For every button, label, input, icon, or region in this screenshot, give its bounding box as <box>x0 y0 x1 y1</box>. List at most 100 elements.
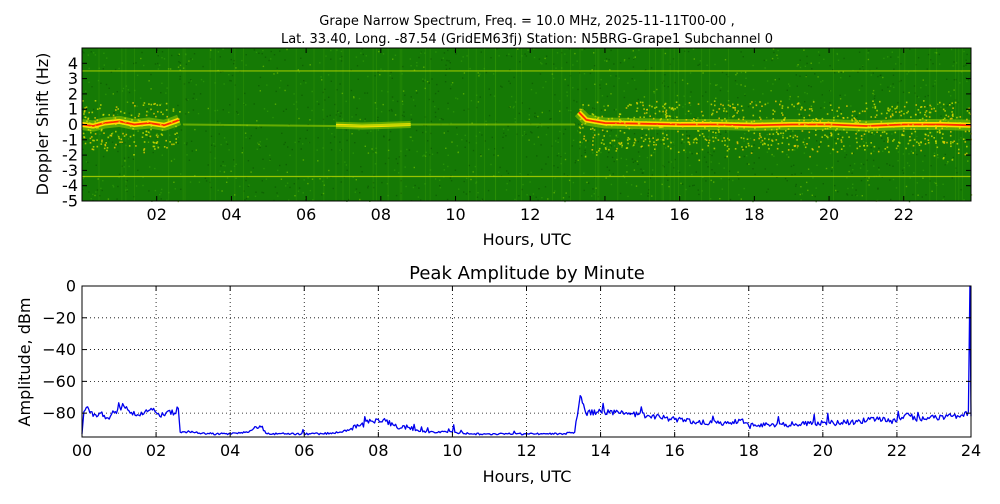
noise-speck <box>220 165 222 167</box>
noise-speck <box>680 182 682 185</box>
trace-scatter <box>742 148 744 151</box>
noise-speck <box>931 190 933 192</box>
noise-speck <box>873 150 875 152</box>
trace-scatter <box>887 107 889 109</box>
noise-speck <box>372 182 375 184</box>
noise-speck <box>937 156 939 159</box>
trace-scatter <box>100 143 103 145</box>
trace-scatter <box>658 110 661 113</box>
noise-speck <box>647 138 649 141</box>
noise-speck <box>819 143 821 146</box>
noise-speck <box>613 160 615 163</box>
noise-speck <box>867 52 869 54</box>
noise-speck <box>929 180 931 182</box>
trace-scatter <box>893 126 895 128</box>
noise-speck <box>748 163 750 165</box>
noise-speck <box>451 141 453 143</box>
noise-speck <box>269 159 271 161</box>
noise-speck <box>586 181 588 184</box>
noise-speck <box>553 63 555 65</box>
noise-speck <box>632 66 635 68</box>
noise-speck <box>381 90 383 92</box>
noise-speck <box>354 191 356 193</box>
noise-speck <box>591 195 593 197</box>
noise-speck <box>650 136 652 138</box>
trace-scatter <box>836 110 838 112</box>
noise-speck <box>298 71 300 73</box>
trace-scatter <box>843 145 845 147</box>
noise-speck <box>523 131 526 133</box>
noise-speck <box>873 97 876 100</box>
trace-scatter <box>620 142 623 145</box>
noise-speck <box>863 69 865 71</box>
trace-scatter <box>939 120 941 123</box>
trace-scatter <box>804 124 806 126</box>
noise-speck <box>279 50 281 52</box>
noise-speck <box>481 134 483 136</box>
trace-scatter <box>736 127 739 129</box>
trace-scatter <box>895 147 898 150</box>
trace-scatter <box>664 102 667 105</box>
noise-speck <box>791 174 793 176</box>
trace-scatter <box>942 157 945 160</box>
trace-scatter <box>582 104 584 106</box>
noise-speck <box>744 71 747 74</box>
noise-speck <box>364 120 366 122</box>
trace-scatter <box>777 133 780 136</box>
trace-scatter <box>885 132 888 135</box>
noise-speck <box>697 189 699 191</box>
noise-speck <box>255 51 258 53</box>
noise-speck <box>291 148 293 151</box>
noise-speck <box>320 76 322 78</box>
trace-scatter <box>643 112 646 115</box>
noise-speck <box>705 91 707 93</box>
noise-speck <box>475 181 478 183</box>
noise-speck <box>341 92 344 95</box>
noise-speck <box>733 109 735 111</box>
trace-scatter <box>761 122 764 124</box>
noise-speck <box>858 51 861 53</box>
trace-scatter <box>742 116 745 119</box>
noise-speck <box>706 138 708 140</box>
noise-speck <box>766 191 768 193</box>
noise-speck <box>660 138 662 141</box>
noise-speck <box>952 65 954 67</box>
noise-speck <box>445 147 447 149</box>
noise-speck <box>537 126 539 129</box>
noise-speck <box>689 72 692 74</box>
trace-scatter <box>813 121 816 124</box>
noise-speck <box>681 183 684 185</box>
noise-speck <box>716 137 718 140</box>
noise-speck <box>434 116 437 118</box>
trace-scatter <box>755 104 758 107</box>
noise-speck <box>158 145 160 147</box>
trace-scatter <box>930 108 933 110</box>
noise-speck <box>141 51 143 54</box>
noise-speck <box>901 169 904 172</box>
noise-speck <box>222 109 224 111</box>
noise-speck <box>705 180 707 182</box>
noise-speck <box>450 122 452 124</box>
noise-speck <box>297 69 299 71</box>
noise-speck <box>528 114 530 116</box>
trace-scatter <box>781 105 784 107</box>
trace-scatter <box>843 128 845 131</box>
noise-speck <box>283 143 285 146</box>
trace-scatter <box>887 139 889 141</box>
trace-scatter <box>877 150 880 153</box>
trace-scatter <box>707 144 709 147</box>
y-tick-label: −20 <box>42 308 76 327</box>
trace-scatter <box>753 139 756 141</box>
noise-speck <box>247 185 249 187</box>
noise-speck <box>767 188 769 190</box>
trace-scatter <box>855 121 858 124</box>
trace-scatter <box>924 111 927 114</box>
noise-speck <box>633 133 636 135</box>
y-tick-label: −80 <box>42 404 76 423</box>
noise-speck <box>689 104 692 106</box>
trace-scatter <box>712 140 715 143</box>
trace-scatter <box>764 137 766 140</box>
trace-scatter <box>675 101 678 103</box>
noise-speck <box>963 50 965 53</box>
